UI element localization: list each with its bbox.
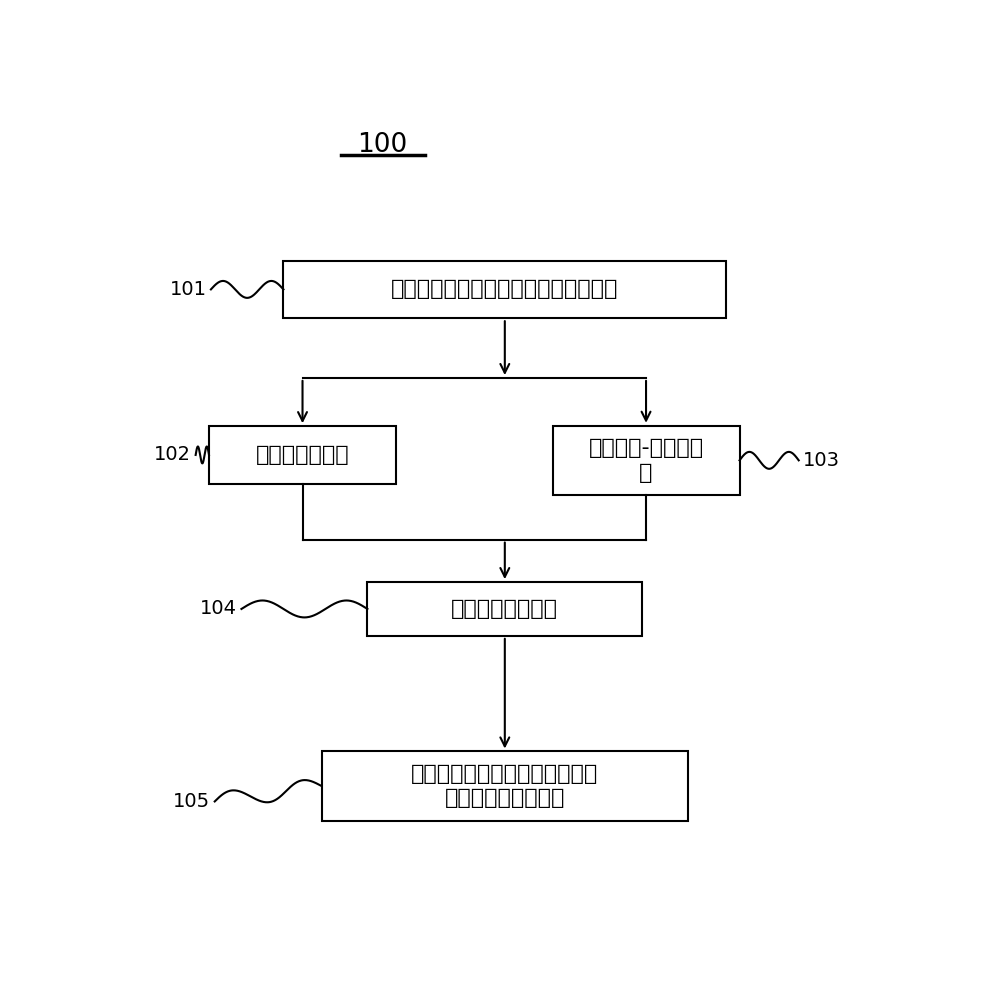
FancyBboxPatch shape	[553, 426, 740, 495]
Text: 100: 100	[358, 132, 408, 158]
Text: 102: 102	[155, 445, 191, 464]
Text: 构造干扰观测器: 构造干扰观测器	[256, 445, 350, 465]
FancyBboxPatch shape	[321, 751, 689, 821]
Text: 104: 104	[200, 599, 237, 618]
Text: 103: 103	[803, 451, 840, 470]
Text: 105: 105	[173, 792, 211, 811]
Text: 搭建火星着陆器大气进入段动力学模型: 搭建火星着陆器大气进入段动力学模型	[391, 279, 619, 299]
FancyBboxPatch shape	[209, 426, 396, 484]
FancyBboxPatch shape	[367, 582, 642, 636]
Text: 设计预测-校正制导
律: 设计预测-校正制导 律	[588, 438, 703, 483]
Text: 抗干扰复合制导律: 抗干扰复合制导律	[451, 599, 558, 619]
Text: 抗干扰复合制导律对火星大气不
确定性干扰进行补偿: 抗干扰复合制导律对火星大气不 确定性干扰进行补偿	[411, 764, 599, 808]
FancyBboxPatch shape	[284, 261, 726, 318]
Text: 101: 101	[169, 280, 207, 299]
